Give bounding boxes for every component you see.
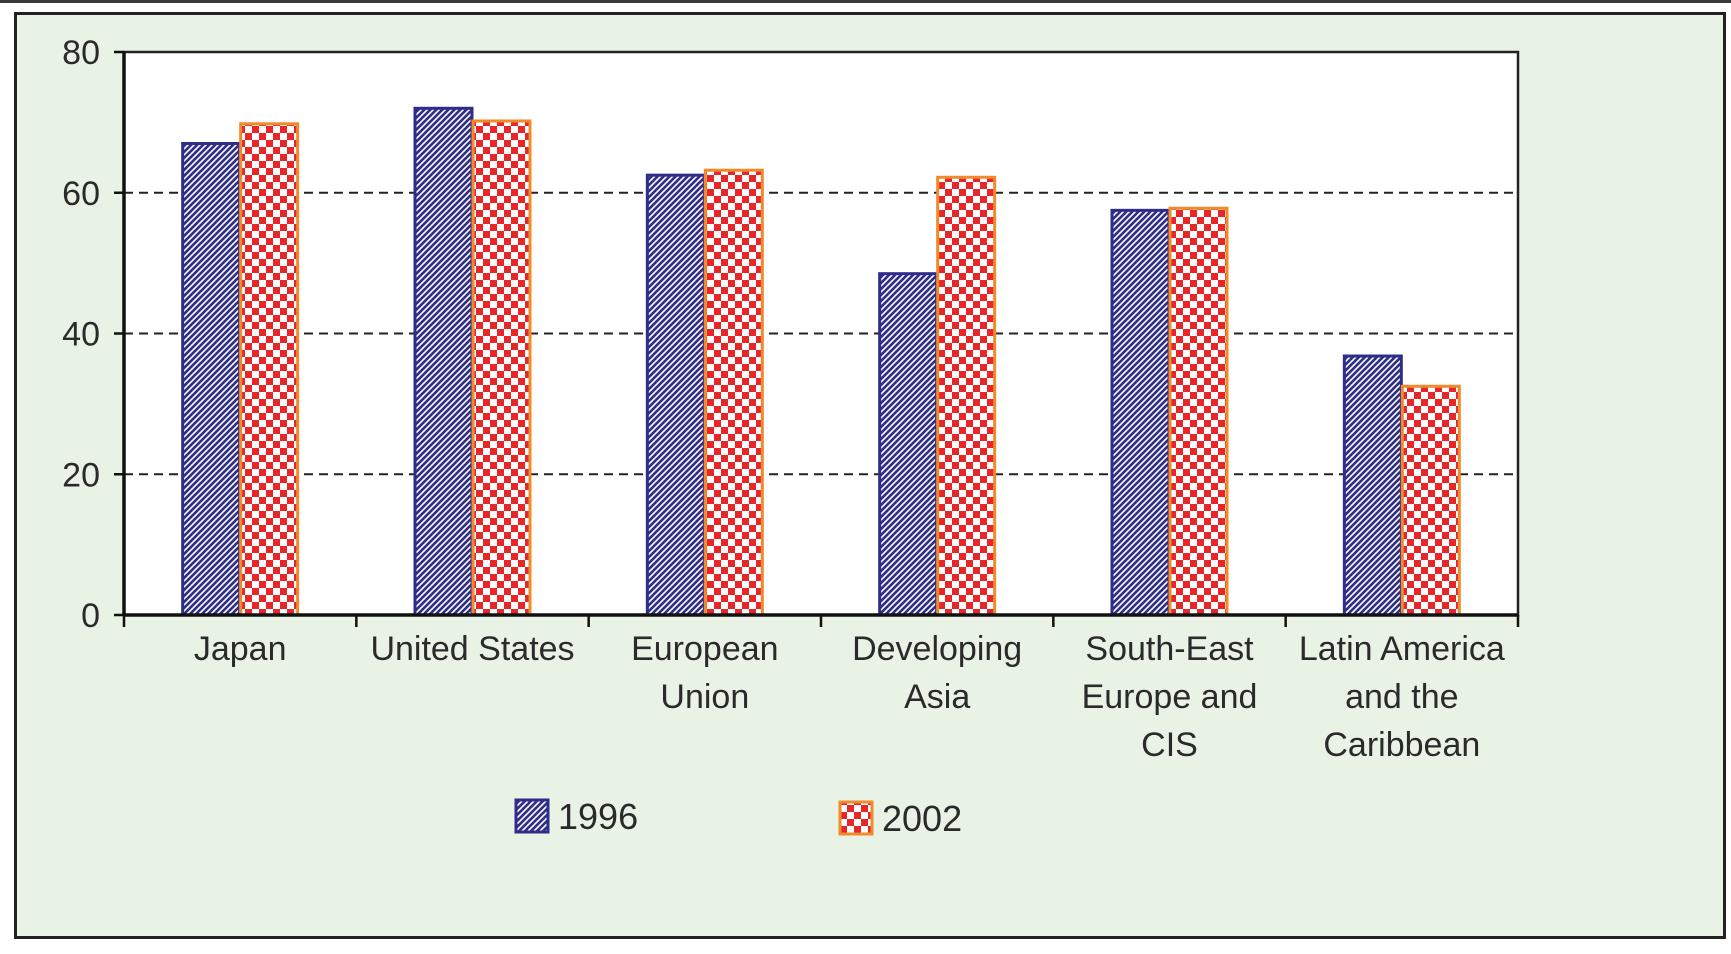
bar-2002-5 <box>1400 384 1461 617</box>
x-category-label: Japan <box>194 630 287 668</box>
bar-2002-3 <box>936 175 997 617</box>
bar-2002-4 <box>1168 206 1229 617</box>
bar-2002-1 <box>471 119 532 617</box>
x-category-label: Europe and <box>1082 678 1258 716</box>
y-tick-label: 0 <box>81 597 100 635</box>
y-tick-label: 80 <box>62 34 100 72</box>
bar-1996-2 <box>645 173 706 617</box>
y-tick-label: 40 <box>62 316 100 354</box>
x-category-label: Developing <box>852 630 1022 668</box>
bars-group <box>181 106 1461 617</box>
x-category-label: Asia <box>904 678 970 716</box>
legend-swatch-2002 <box>838 800 874 836</box>
bar-1996-1 <box>413 106 474 617</box>
axes <box>114 50 1520 627</box>
x-category-label: CIS <box>1141 726 1198 764</box>
y-tick-label: 20 <box>62 456 100 494</box>
x-category-label: Latin America <box>1299 630 1505 668</box>
gridlines <box>124 191 1518 476</box>
x-category-label: Union <box>660 678 749 716</box>
x-category-label: South-East <box>1085 630 1254 668</box>
x-axis-labels: Japan United States European Union Developin… <box>194 630 1505 764</box>
legend-swatch-1996 <box>514 798 550 834</box>
y-tick-label: 60 <box>62 175 100 213</box>
x-category-label: Caribbean <box>1323 726 1480 764</box>
bar-1996-3 <box>878 272 939 617</box>
y-axis-ticks: 0 20 40 60 80 <box>62 34 100 635</box>
bar-2002-0 <box>239 122 300 617</box>
bar-1996-4 <box>1110 208 1171 617</box>
legend-label-2002: 2002 <box>882 798 962 839</box>
top-border-line <box>0 0 1731 3</box>
x-category-label: and the <box>1345 678 1458 716</box>
bar-2002-2 <box>703 168 764 617</box>
bar-1996-0 <box>181 141 242 617</box>
x-category-label: United States <box>370 630 574 668</box>
bar-1996-5 <box>1342 354 1403 617</box>
legend-label-1996: 1996 <box>558 796 638 837</box>
legend: 1996 2002 <box>514 796 962 839</box>
x-category-label: European <box>631 630 778 668</box>
